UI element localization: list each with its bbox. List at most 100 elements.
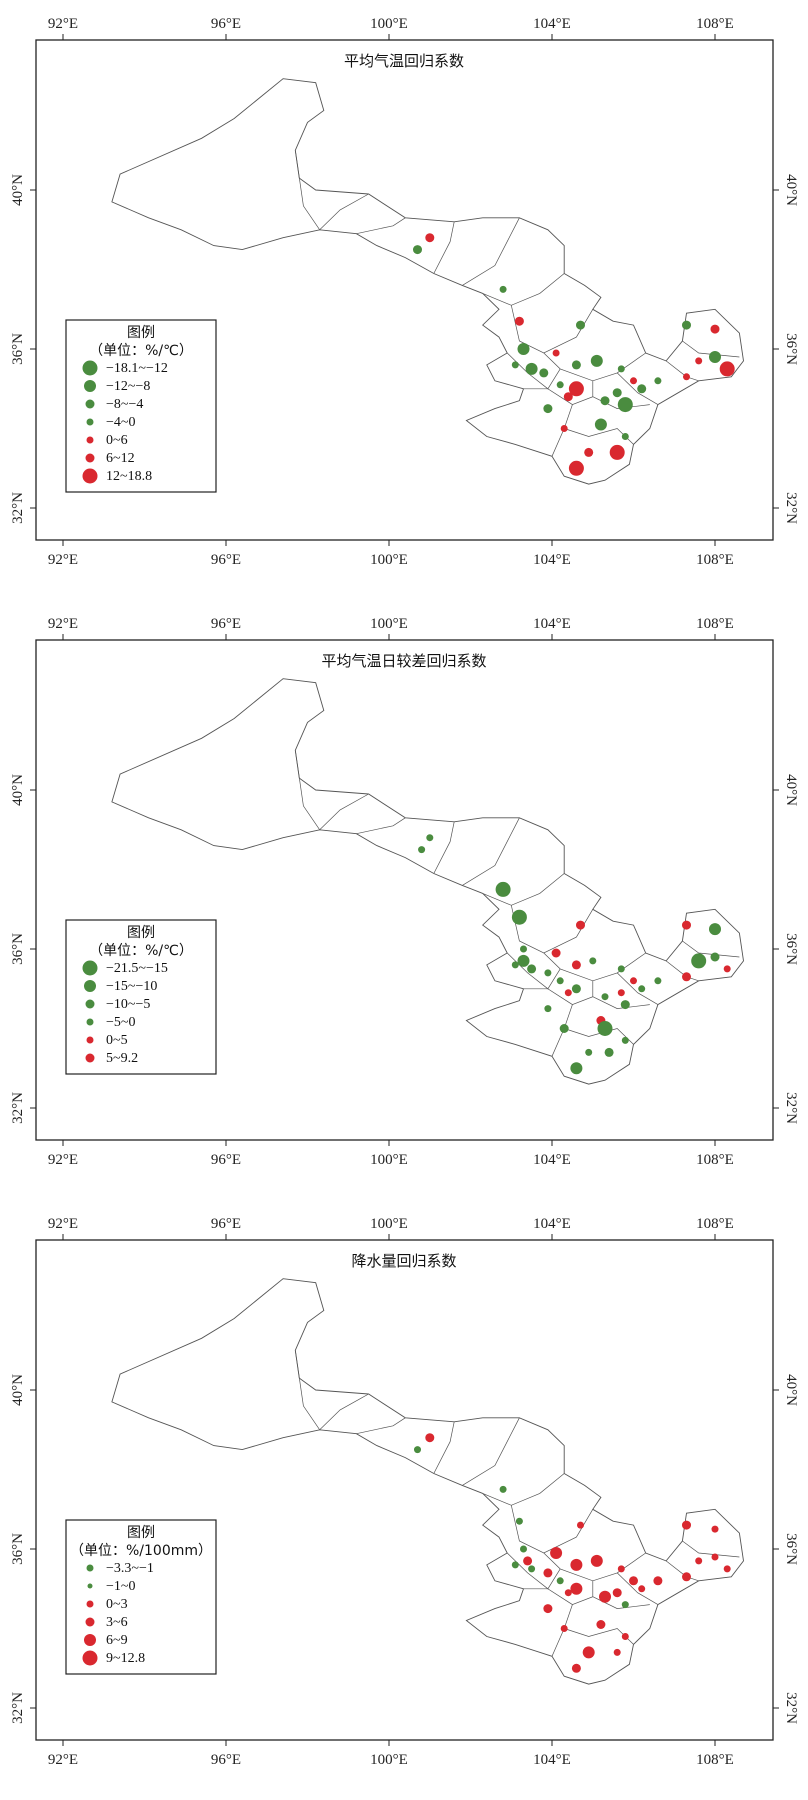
county-boundary bbox=[356, 1417, 406, 1435]
legend-unit: （单位：%/℃） bbox=[89, 943, 193, 959]
map-svg: 92°E 92°E 96°E 96°E 100°E 100°E 104°E 104°E 108°… bbox=[10, 616, 799, 1168]
map-svg: 92°E 92°E 96°E 96°E 100°E 100°E 104°E 104°E 108°… bbox=[10, 16, 799, 568]
station-point bbox=[654, 377, 662, 385]
y-tick-label-left: 40°N bbox=[10, 1374, 26, 1406]
legend-symbol bbox=[84, 380, 96, 392]
station-point bbox=[544, 969, 552, 977]
station-point bbox=[654, 977, 662, 985]
x-tick-label-top: 100°E bbox=[370, 1216, 408, 1232]
station-point bbox=[544, 1005, 552, 1013]
station-point bbox=[597, 1021, 613, 1036]
map-panel-2: 92°E 92°E 96°E 96°E 100°E 100°E 104°E 104°E 108°… bbox=[0, 600, 808, 1200]
station-point bbox=[527, 964, 537, 974]
x-tick-label-top: 104°E bbox=[533, 16, 571, 32]
station-point bbox=[594, 418, 607, 431]
legend-symbol bbox=[82, 468, 98, 484]
station-point bbox=[612, 1588, 622, 1598]
legend-label: −18.1~−12 bbox=[106, 361, 168, 376]
legend-symbol bbox=[84, 1634, 96, 1646]
map-title: 降水量回归系数 bbox=[351, 1252, 456, 1270]
station-point bbox=[577, 1521, 584, 1529]
county-boundary bbox=[433, 1421, 455, 1474]
legend-label: −3.3~−1 bbox=[106, 1561, 154, 1576]
county-boundary bbox=[294, 750, 320, 830]
legend-symbol bbox=[85, 399, 95, 409]
x-tick-label-bottom: 104°E bbox=[533, 1752, 571, 1768]
legend-label: 6~9 bbox=[106, 1633, 128, 1648]
station-point bbox=[511, 909, 527, 925]
legend-symbol bbox=[84, 980, 96, 992]
x-tick-label-bottom: 108°E bbox=[696, 1152, 734, 1168]
y-tick-label-right: 36°N bbox=[783, 933, 799, 965]
station-point bbox=[613, 1648, 621, 1656]
legend-symbol bbox=[86, 1018, 94, 1026]
y-tick-label-right: 32°N bbox=[783, 492, 799, 524]
legend-symbol bbox=[85, 1053, 95, 1063]
station-point bbox=[499, 1485, 507, 1493]
y-tick-label-left: 36°N bbox=[10, 333, 26, 365]
county-boundary bbox=[682, 940, 740, 958]
legend-symbol bbox=[85, 1617, 95, 1627]
station-point bbox=[571, 984, 581, 994]
station-point bbox=[695, 1557, 703, 1565]
station-point bbox=[551, 948, 561, 958]
station-point bbox=[596, 1620, 606, 1629]
x-tick-label-top: 108°E bbox=[696, 616, 734, 632]
station-point bbox=[617, 965, 625, 973]
station-point bbox=[601, 993, 609, 1001]
station-point bbox=[683, 373, 690, 381]
legend-label: 5~9.2 bbox=[106, 1051, 138, 1066]
y-tick-label-left: 36°N bbox=[10, 1533, 26, 1565]
station-point bbox=[682, 920, 691, 930]
county-boundary bbox=[462, 817, 520, 886]
x-tick-label-top: 92°E bbox=[48, 16, 78, 32]
station-point bbox=[620, 1000, 630, 1010]
county-boundary bbox=[665, 360, 699, 382]
station-point bbox=[556, 977, 564, 985]
station-point bbox=[695, 357, 703, 365]
y-tick-label-right: 32°N bbox=[783, 1092, 799, 1124]
station-point bbox=[413, 245, 422, 255]
station-point bbox=[511, 361, 519, 369]
map-panel-1: 92°E 92°E 96°E 96°E 100°E 100°E 104°E 104°E 108°… bbox=[0, 0, 808, 600]
x-tick-label-top: 104°E bbox=[533, 1216, 571, 1232]
station-point bbox=[426, 834, 434, 842]
y-tick-label-right: 40°N bbox=[783, 174, 799, 206]
station-point bbox=[576, 320, 585, 330]
station-point bbox=[511, 961, 519, 969]
legend-symbol bbox=[86, 418, 94, 426]
legend-title: 图例 bbox=[127, 925, 155, 941]
legend-title: 图例 bbox=[127, 325, 155, 341]
county-boundary bbox=[523, 1580, 594, 1605]
map-frame bbox=[35, 639, 774, 1141]
county-boundary bbox=[616, 372, 659, 405]
x-tick-label-bottom: 96°E bbox=[211, 1752, 241, 1768]
station-point bbox=[563, 392, 573, 402]
county-boundary bbox=[462, 1417, 520, 1486]
county-boundary bbox=[319, 193, 369, 231]
y-tick-label-left: 32°N bbox=[10, 492, 26, 524]
station-point bbox=[710, 952, 720, 962]
station-point bbox=[723, 965, 731, 973]
station-point bbox=[425, 1433, 435, 1443]
county-boundary bbox=[523, 980, 594, 1005]
map-panel-3: 92°E 92°E 96°E 96°E 100°E 100°E 104°E 104°E 108°… bbox=[0, 1200, 808, 1800]
station-point bbox=[709, 351, 721, 363]
legend-box bbox=[65, 919, 217, 1075]
legend-label: −8~−4 bbox=[106, 397, 143, 412]
station-point bbox=[543, 404, 553, 414]
station-point bbox=[691, 953, 707, 969]
legend-label: −5~0 bbox=[106, 1015, 135, 1030]
y-tick-label-right: 36°N bbox=[783, 1533, 799, 1565]
legend-label: −4~0 bbox=[106, 415, 135, 430]
legend-label: 0~5 bbox=[106, 1033, 128, 1048]
x-tick-label-bottom: 108°E bbox=[696, 1752, 734, 1768]
y-tick-label-left: 32°N bbox=[10, 1692, 26, 1724]
county-boundary bbox=[482, 873, 565, 906]
x-tick-label-bottom: 100°E bbox=[370, 1752, 408, 1768]
x-tick-label-top: 96°E bbox=[211, 16, 241, 32]
station-point bbox=[617, 1565, 625, 1573]
station-point bbox=[710, 324, 720, 334]
station-point bbox=[418, 846, 426, 854]
station-point bbox=[499, 285, 507, 293]
